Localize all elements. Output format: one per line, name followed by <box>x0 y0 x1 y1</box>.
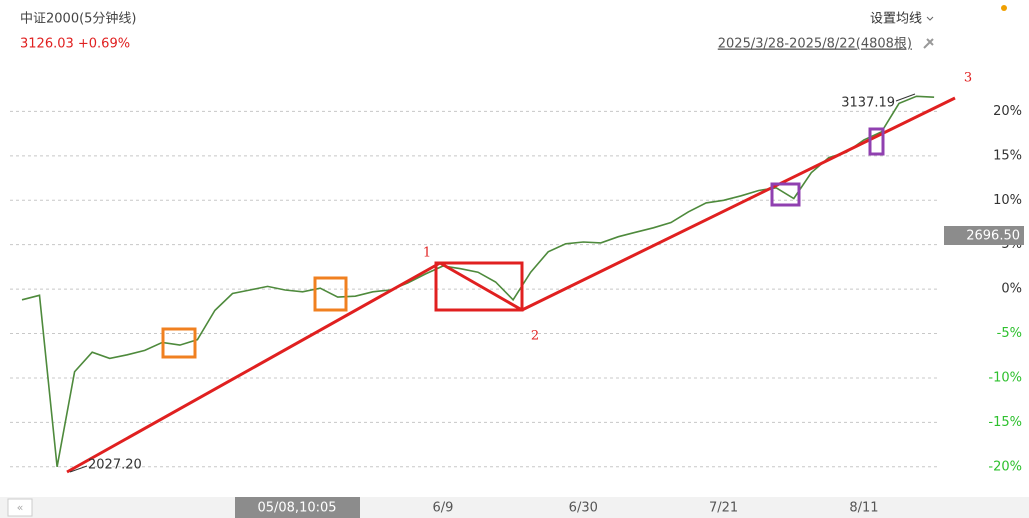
y-tick-label: -20% <box>988 459 1022 474</box>
y-tick-label: 0% <box>1001 282 1022 297</box>
x-tick-label: 6/30 <box>569 501 598 516</box>
crosshair-y-box <box>944 226 1024 245</box>
annotation: 2 <box>531 329 539 344</box>
y-tick-label: -10% <box>988 370 1022 385</box>
y-tick-label: -15% <box>988 415 1022 430</box>
annotation: 3 <box>964 71 972 86</box>
high-label: 3137.19 <box>841 96 895 111</box>
trend-line <box>439 261 523 312</box>
y-tick-label: 10% <box>993 193 1022 208</box>
pointer <box>69 465 88 473</box>
dot-icon <box>1001 5 1007 11</box>
chevron-icon[interactable] <box>926 16 934 21</box>
box <box>868 127 885 156</box>
low-label: 2027.20 <box>88 458 142 473</box>
pointer <box>895 93 916 102</box>
box <box>434 261 524 312</box>
box <box>161 327 197 359</box>
chart-title: 中证2000(5分钟线) <box>20 11 137 27</box>
crosshair-y-label: 2696.50 <box>966 229 1020 244</box>
quote: 3126.03 +0.69% <box>20 37 130 52</box>
ma-setting[interactable]: 设置均线 <box>870 12 922 27</box>
box <box>313 276 348 312</box>
scroll-arrow-icon[interactable]: « <box>17 501 24 514</box>
y-tick-label: 15% <box>993 148 1022 163</box>
x-tick-label: 6/9 <box>432 501 453 516</box>
x-tick-label: 7/21 <box>709 501 738 516</box>
y-tick-label: 20% <box>993 104 1022 119</box>
x-tick-label: 8/11 <box>849 501 878 516</box>
pin-icon[interactable] <box>923 38 934 49</box>
box <box>770 182 801 207</box>
y-tick-label: -5% <box>997 326 1022 341</box>
drawings <box>66 96 956 474</box>
crosshair-x-label: 05/08,10:05 <box>257 501 336 516</box>
scroll-left[interactable] <box>7 498 33 517</box>
annotation: 1 <box>423 246 431 261</box>
trend-line <box>66 261 441 474</box>
date-range[interactable]: 2025/3/28-2025/8/22(4808根) <box>718 37 912 52</box>
price-line <box>21 95 935 467</box>
crosshair-x-box <box>235 497 360 518</box>
